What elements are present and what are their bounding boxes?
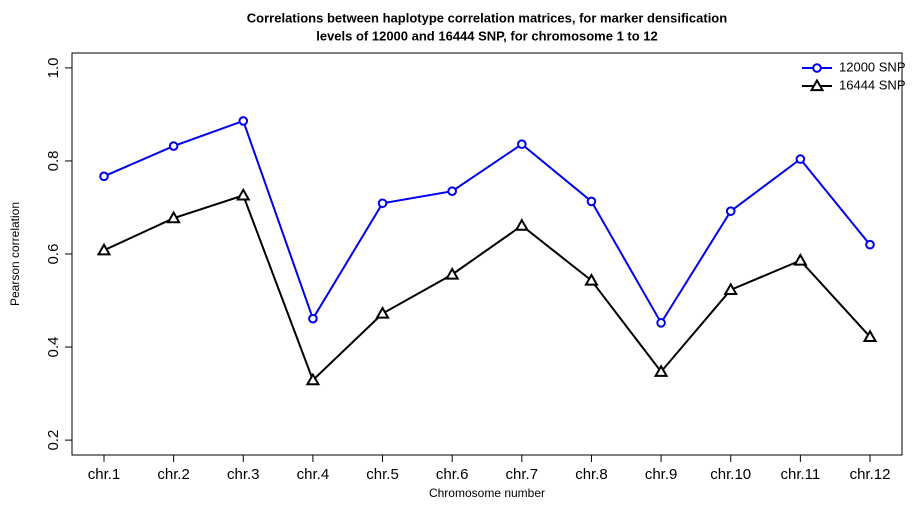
point bbox=[584, 273, 599, 286]
x-tick-label: chr.7 bbox=[506, 466, 539, 483]
legend-marker bbox=[809, 78, 825, 92]
point bbox=[444, 266, 460, 280]
point bbox=[99, 171, 109, 182]
point bbox=[96, 242, 112, 256]
x-tick-label: chr.5 bbox=[366, 466, 399, 483]
chart-title: levels of 12000 and 16444 SNP, for chrom… bbox=[316, 28, 658, 43]
point bbox=[238, 116, 249, 126]
x-tick-label: chr.12 bbox=[850, 466, 891, 483]
plot-frame bbox=[71, 52, 903, 456]
point bbox=[377, 198, 388, 209]
y-tick-label: 0.6 bbox=[45, 244, 62, 265]
point bbox=[305, 372, 321, 386]
point bbox=[166, 210, 181, 224]
point bbox=[375, 306, 390, 319]
point bbox=[653, 364, 669, 377]
legend-marker bbox=[812, 63, 822, 73]
point bbox=[723, 282, 738, 295]
point bbox=[447, 186, 457, 196]
point bbox=[793, 252, 808, 266]
y-axis-label: Pearson correlation bbox=[8, 202, 22, 306]
x-axis-label: Chromosome number bbox=[429, 486, 545, 500]
x-tick-label: chr.8 bbox=[575, 466, 608, 483]
point bbox=[514, 218, 530, 231]
point bbox=[862, 329, 878, 342]
series-line bbox=[103, 194, 871, 382]
series-line bbox=[103, 119, 871, 325]
x-tick-label: chr.9 bbox=[645, 466, 678, 483]
point bbox=[795, 154, 806, 164]
x-tick-label: chr.3 bbox=[227, 466, 260, 483]
point bbox=[308, 313, 318, 324]
point bbox=[168, 141, 179, 151]
x-tick-label: chr.2 bbox=[157, 466, 190, 483]
x-tick-label: chr.1 bbox=[88, 466, 121, 483]
y-tick-label: 1.0 bbox=[45, 57, 62, 78]
chart-title: Correlations between haplotype correlati… bbox=[247, 10, 727, 25]
y-tick-label: 0.8 bbox=[45, 151, 62, 172]
point bbox=[725, 206, 736, 216]
legend-label: 12000 SNP bbox=[839, 59, 906, 74]
y-tick-label: 0.4 bbox=[45, 337, 62, 358]
point bbox=[586, 196, 597, 207]
point bbox=[656, 318, 666, 328]
y-tick-label: 0.2 bbox=[45, 430, 62, 451]
x-tick-label: chr.10 bbox=[710, 466, 751, 483]
x-tick-label: chr.6 bbox=[436, 466, 469, 483]
point bbox=[865, 239, 875, 250]
point bbox=[236, 187, 251, 201]
x-tick-label: chr.11 bbox=[780, 466, 820, 483]
legend-label: 16444 SNP bbox=[839, 77, 906, 92]
point bbox=[517, 139, 527, 149]
x-tick-label: chr.4 bbox=[297, 466, 330, 483]
